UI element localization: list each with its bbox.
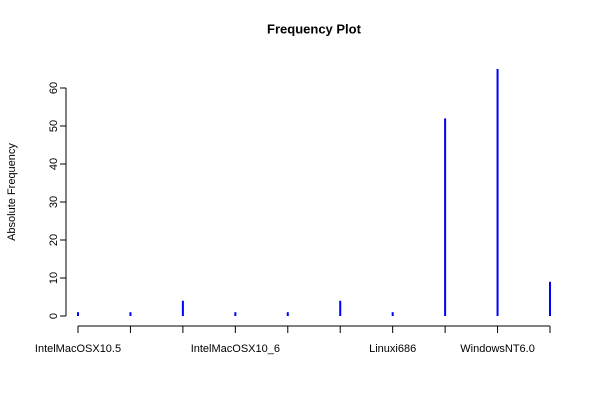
y-tick-label: 0	[48, 313, 60, 319]
bar	[444, 118, 447, 317]
bar	[286, 312, 289, 316]
y-tick-label: 20	[48, 234, 60, 246]
x-tick-label: IntelMacOSX10_6	[191, 343, 280, 355]
bar	[234, 312, 237, 316]
x-tick-label: WindowsNT6.0	[460, 343, 535, 355]
bar	[339, 300, 342, 316]
x-tick-label: Linuxi686	[369, 343, 416, 355]
y-tick-label: 40	[48, 158, 60, 170]
bar	[549, 281, 551, 316]
bar	[391, 312, 394, 316]
bar	[496, 69, 499, 316]
bar	[77, 312, 79, 316]
y-tick-label: 10	[48, 272, 60, 284]
y-tick-label: 60	[48, 82, 60, 94]
bar	[129, 312, 132, 316]
y-tick-label: 30	[48, 196, 60, 208]
bar	[181, 300, 184, 316]
chart-title: Frequency Plot	[267, 21, 362, 36]
y-tick-label: 50	[48, 120, 60, 132]
y-axis-label: Absolute Frequency	[6, 143, 18, 241]
x-tick-label: IntelMacOSX10.5	[35, 343, 121, 355]
